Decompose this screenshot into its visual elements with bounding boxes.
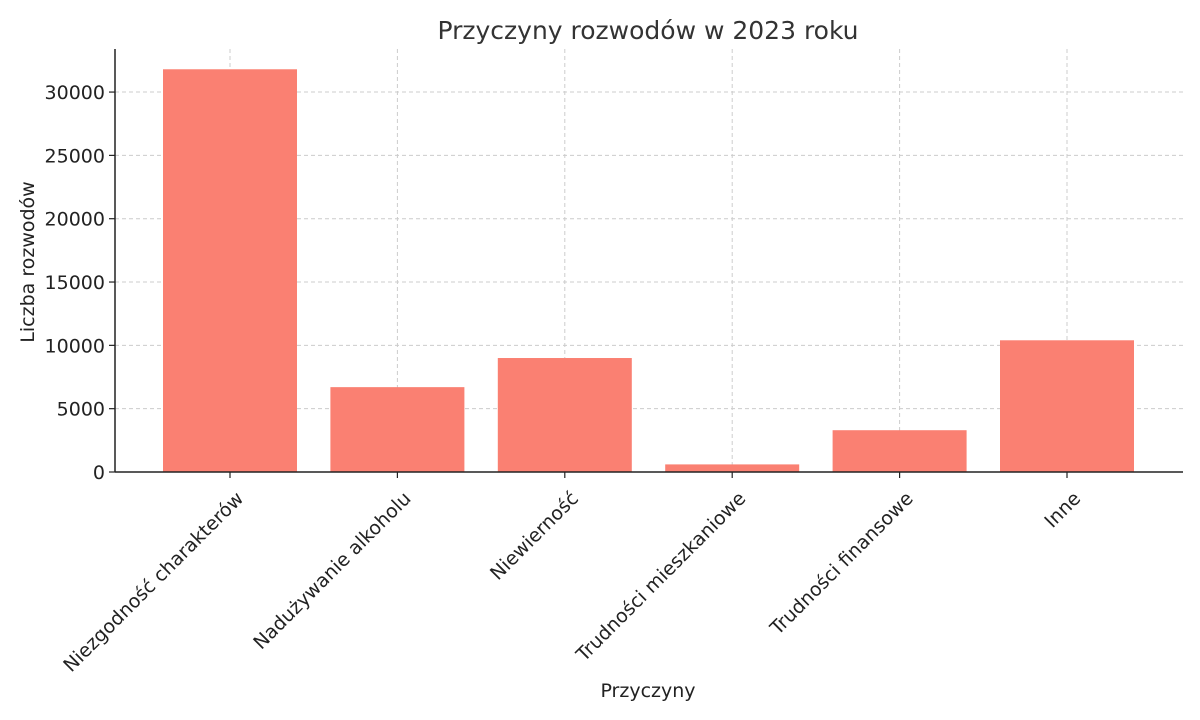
bar: [665, 464, 800, 472]
chart-title: Przyczyny rozwodów w 2023 roku: [437, 16, 858, 45]
y-axis-label: Liczba rozwodów: [17, 181, 39, 342]
axes: [114, 49, 1183, 473]
y-tick-label: 15000: [45, 272, 105, 294]
x-ticks: Niezgodność charakterów Nadużywanie alkoh…: [59, 472, 1085, 677]
y-tick-label: 30000: [45, 82, 105, 104]
x-tick-label: Inne: [1040, 488, 1085, 533]
bar: [330, 387, 465, 472]
y-tick-label: 20000: [45, 209, 105, 231]
y-tick-label: 5000: [57, 399, 105, 421]
x-tick-label: Trudności mieszkaniowe: [572, 488, 751, 667]
y-tick-label: 0: [93, 462, 105, 484]
y-ticks: 0 5000 10000 15000 20000 25000 30000: [45, 82, 115, 484]
y-tick-label: 10000: [45, 335, 105, 357]
x-axis-label: Przyczyny: [600, 680, 695, 702]
x-tick-label: Niewierność: [486, 488, 583, 585]
x-tick-label: Nadużywanie alkoholu: [249, 488, 415, 654]
bar: [497, 358, 632, 472]
bars: [163, 69, 1134, 472]
bar: [163, 69, 297, 472]
bar: [1000, 340, 1134, 472]
x-tick-label: Trudności finansowe: [765, 488, 917, 640]
x-tick-label: Niezgodność charakterów: [59, 488, 248, 677]
bar: [832, 430, 967, 472]
y-tick-label: 25000: [45, 145, 105, 167]
